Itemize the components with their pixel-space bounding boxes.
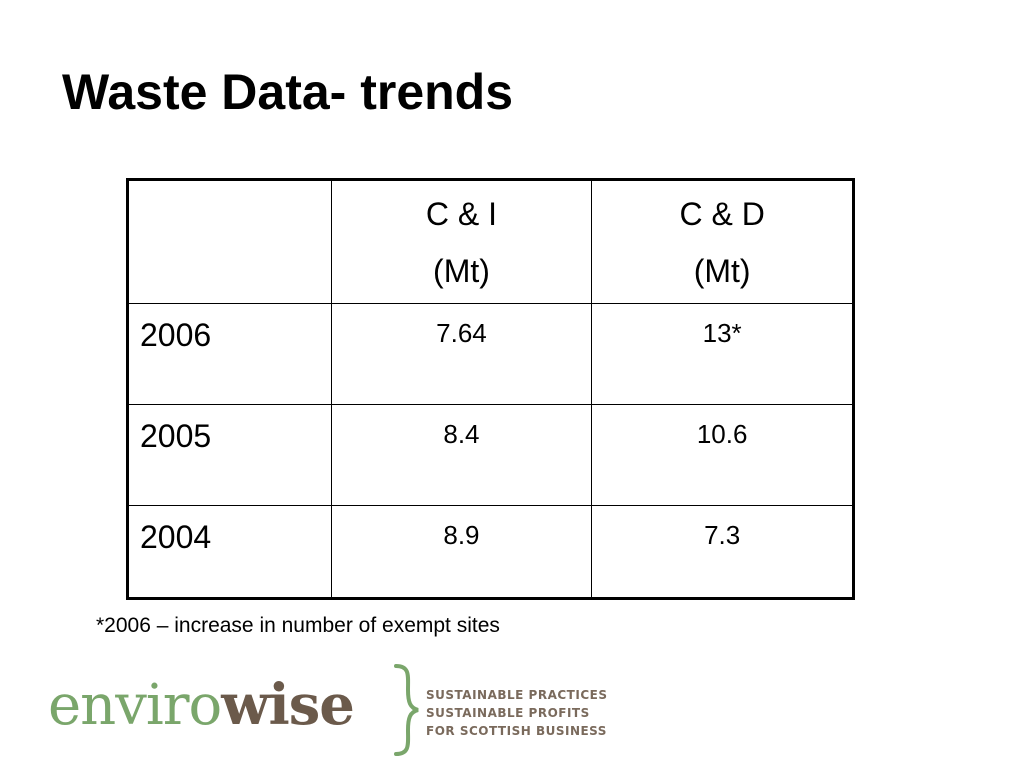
table-row: 2004 8.9 7.3 bbox=[127, 505, 854, 599]
ci-value-cell: 7.64 bbox=[330, 303, 593, 405]
logo-word-enviro: enviro bbox=[48, 673, 222, 738]
header-cd-unit: (Mt) bbox=[693, 253, 751, 289]
header-ci-label: C & I bbox=[425, 196, 498, 232]
cd-value-cell: 10.6 bbox=[591, 404, 854, 506]
header-cell-ci: C & I (Mt) bbox=[330, 179, 593, 304]
logo-word-wise: wise bbox=[221, 672, 355, 738]
footnote: *2006 – increase in number of exempt sit… bbox=[96, 614, 500, 637]
header-cell-cd: C & D (Mt) bbox=[591, 179, 854, 304]
cd-value-cell: 7.3 bbox=[591, 505, 854, 599]
logo-tagline-line: FOR SCOTTISH BUSINESS bbox=[426, 724, 607, 738]
logo-wordmark: envirowise bbox=[48, 670, 355, 741]
cd-value-cell: 13* bbox=[591, 303, 854, 405]
logo-brace-icon bbox=[394, 664, 419, 756]
year-cell: 2005 bbox=[127, 404, 332, 506]
header-ci-unit: (Mt) bbox=[433, 253, 490, 289]
header-cell-empty bbox=[127, 179, 332, 304]
table-row: 2006 7.64 13* bbox=[127, 303, 854, 405]
logo-tagline: SUSTAINABLE PRACTICES SUSTAINABLE PROFIT… bbox=[426, 686, 607, 740]
table-header-row: C & I (Mt) C & D (Mt) bbox=[127, 179, 854, 304]
table-row: 2005 8.4 10.6 bbox=[127, 404, 854, 506]
year-cell: 2004 bbox=[127, 505, 332, 599]
ci-value-cell: 8.4 bbox=[330, 404, 593, 506]
year-cell: 2006 bbox=[127, 303, 332, 405]
header-cd-label: C & D bbox=[679, 196, 765, 232]
envirowise-logo: envirowise SUSTAINABLE PRACTICES SUSTAIN… bbox=[48, 664, 607, 758]
logo-tagline-line: SUSTAINABLE PROFITS bbox=[426, 706, 590, 720]
slide-title: Waste Data- trends bbox=[62, 64, 514, 120]
waste-data-table: C & I (Mt) C & D (Mt) 2006 7.64 13* 2005… bbox=[126, 178, 855, 600]
ci-value-cell: 8.9 bbox=[330, 505, 593, 599]
logo-tagline-line: SUSTAINABLE PRACTICES bbox=[426, 688, 608, 702]
